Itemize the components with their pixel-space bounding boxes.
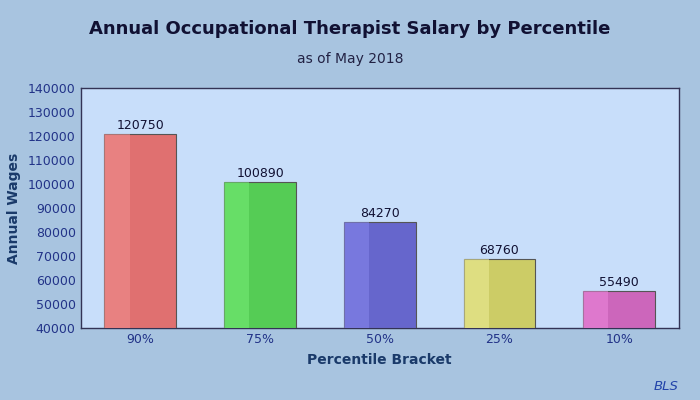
Bar — [463, 259, 536, 328]
Text: Annual Occupational Therapist Salary by Percentile: Annual Occupational Therapist Salary by … — [90, 20, 610, 38]
Bar — [583, 291, 608, 328]
Bar — [583, 291, 655, 328]
Bar — [104, 134, 176, 328]
Bar — [344, 222, 369, 328]
Text: 68760: 68760 — [480, 244, 519, 257]
Bar — [463, 259, 489, 328]
Text: BLS: BLS — [654, 380, 679, 393]
X-axis label: Percentile Bracket: Percentile Bracket — [307, 353, 452, 367]
Text: 55490: 55490 — [599, 276, 639, 289]
Bar — [224, 182, 249, 328]
Bar — [344, 222, 416, 328]
Bar — [104, 134, 130, 328]
Text: 100890: 100890 — [236, 167, 284, 180]
Bar — [224, 182, 296, 328]
Y-axis label: Annual Wages: Annual Wages — [7, 152, 21, 264]
Text: 120750: 120750 — [116, 119, 164, 132]
Text: 84270: 84270 — [360, 207, 400, 220]
Text: as of May 2018: as of May 2018 — [297, 52, 403, 66]
